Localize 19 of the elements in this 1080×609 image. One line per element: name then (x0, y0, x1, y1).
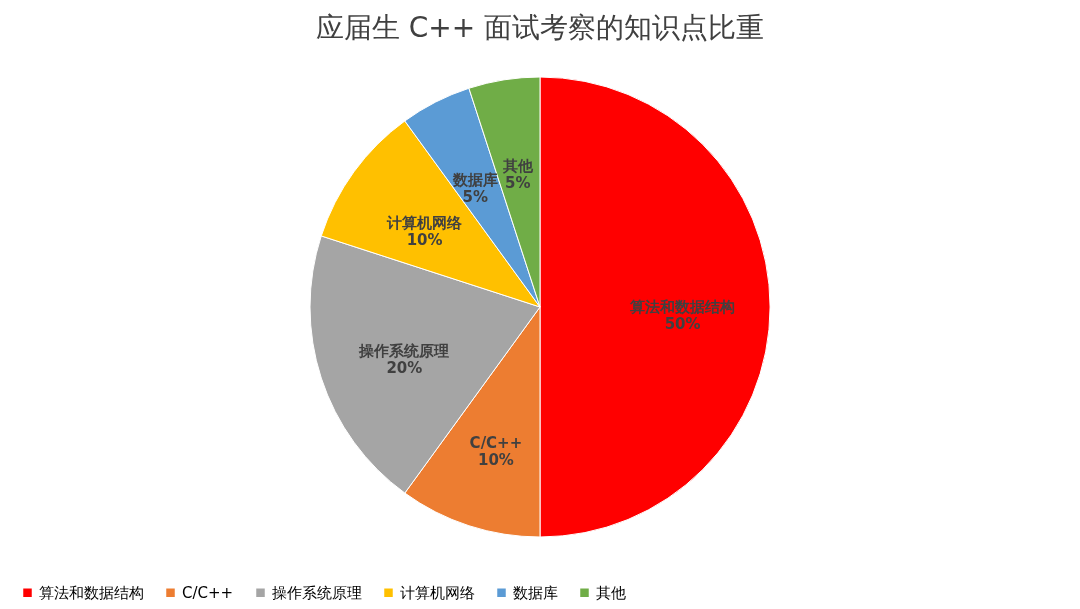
legend-label: 算法和数据结构 (39, 583, 144, 602)
slice-label: 计算机网络 (386, 214, 464, 233)
legend-label: 数据库 (513, 583, 558, 602)
slice-label: C/C++ (469, 433, 523, 452)
legend-label: 操作系统原理 (272, 583, 362, 602)
data-label: 10% (406, 231, 443, 250)
legend-label: C/C++ (182, 583, 234, 602)
legend-label: 计算机网络 (400, 583, 475, 602)
legend-label: 其他 (596, 583, 626, 602)
data-label: 20% (386, 359, 423, 378)
data-label: 10% (477, 450, 514, 469)
slice-label: 数据库 (451, 170, 498, 189)
chart-title: 应届生 C++ 面试考察的知识点比重 (315, 11, 765, 44)
data-label: 50% (664, 315, 701, 333)
data-label: 5% (462, 187, 488, 206)
slice-label: 其他 (501, 157, 534, 176)
slice-label: 操作系统原理 (358, 342, 450, 361)
slice-label: 算法和数据结构 (629, 298, 736, 316)
data-label: 5% (504, 174, 531, 193)
